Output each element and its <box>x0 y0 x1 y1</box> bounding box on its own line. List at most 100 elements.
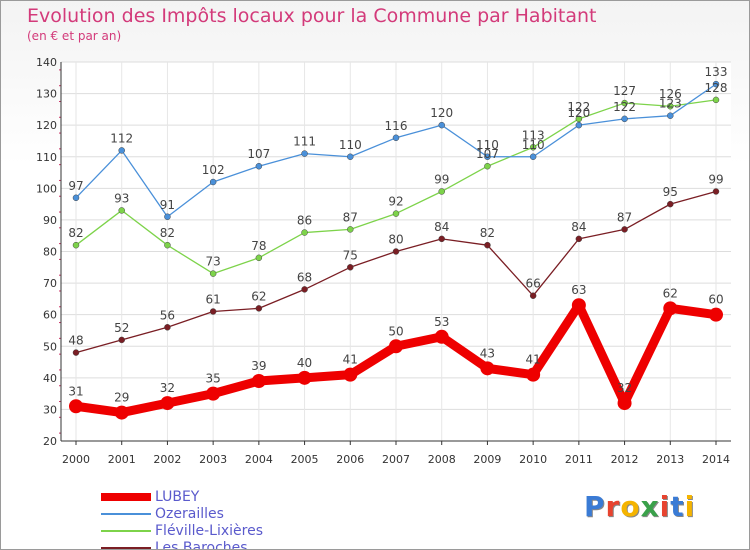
data-label: 75 <box>343 248 358 262</box>
data-point <box>164 324 171 331</box>
y-tick-label: 30 <box>43 403 57 416</box>
data-label: 56 <box>160 308 175 322</box>
data-point <box>301 229 308 236</box>
data-point <box>118 147 125 154</box>
data-point <box>347 226 354 233</box>
data-point <box>529 153 537 160</box>
legend-item: Fléville-Lixières <box>101 522 263 539</box>
data-label: 127 <box>613 84 636 98</box>
x-tick-label: 2007 <box>382 453 410 466</box>
data-label: 82 <box>160 226 175 240</box>
data-label: 126 <box>659 87 682 101</box>
data-label: 48 <box>68 334 83 348</box>
data-point <box>209 270 217 277</box>
data-label: 87 <box>343 210 358 224</box>
legend-swatch <box>101 492 151 501</box>
y-tick-label: 70 <box>43 277 57 290</box>
data-label: 50 <box>388 324 403 338</box>
legend-label: LUBEY <box>155 488 200 505</box>
y-tick-label: 20 <box>43 435 57 448</box>
x-tick-label: 2003 <box>199 453 227 466</box>
data-label: 112 <box>110 131 133 145</box>
data-label: 123 <box>659 97 682 111</box>
series-lines <box>69 80 723 420</box>
y-tick-label: 50 <box>43 340 57 353</box>
data-point <box>164 241 171 249</box>
data-label: 82 <box>68 226 83 240</box>
data-label: 122 <box>567 100 590 114</box>
data-label: 111 <box>293 135 316 149</box>
data-point <box>434 329 449 344</box>
data-point <box>72 241 80 249</box>
x-tick-label: 2000 <box>62 453 90 466</box>
data-label: 110 <box>522 138 545 152</box>
data-label: 110 <box>339 138 362 152</box>
data-label: 122 <box>613 100 636 114</box>
y-tick-label: 90 <box>43 214 57 227</box>
data-point <box>251 373 266 388</box>
data-label: 95 <box>663 185 678 199</box>
data-point <box>663 301 678 316</box>
data-label: 40 <box>297 356 312 370</box>
data-point <box>209 308 217 315</box>
data-point <box>667 112 674 119</box>
data-label: 91 <box>160 198 175 212</box>
data-point <box>621 226 628 233</box>
y-tick-label: 110 <box>36 151 57 164</box>
data-point <box>347 264 354 271</box>
data-label: 41 <box>526 353 541 367</box>
data-label: 107 <box>247 147 270 161</box>
data-point <box>484 153 491 160</box>
legend: LUBEY Ozerailles Fléville-Lixières Les Baro… <box>101 488 263 549</box>
data-point <box>438 235 445 243</box>
data-point <box>114 405 129 420</box>
data-label: 52 <box>114 321 129 335</box>
data-point <box>255 162 263 170</box>
data-label: 110 <box>476 138 499 152</box>
data-point <box>392 248 400 255</box>
data-point <box>709 307 723 322</box>
data-labels: 48 52 56 61 62 68 75 80 84 82 66 84 87 95 99 82 93 82 73 78… <box>68 65 727 404</box>
legend-item: Les Baroches <box>101 539 263 549</box>
proxiti-logo: Proxiti <box>584 490 695 523</box>
data-point <box>392 134 400 142</box>
y-tick-label: 140 <box>36 56 57 69</box>
x-tick-label: 2004 <box>245 453 273 466</box>
logo-letter: o <box>620 490 641 523</box>
legend-label: Ozerailles <box>155 505 224 522</box>
grid <box>61 61 731 442</box>
data-label: 113 <box>522 128 545 142</box>
x-tick-label: 2012 <box>611 453 639 466</box>
data-label: 84 <box>434 220 449 234</box>
data-point <box>118 207 125 214</box>
data-label: 68 <box>297 270 312 284</box>
data-point <box>529 292 537 299</box>
legend-item: Ozerailles <box>101 505 263 522</box>
logo-letter: i <box>684 490 696 523</box>
data-point <box>72 194 80 202</box>
logo-letter: r <box>605 490 621 523</box>
data-point <box>617 396 632 411</box>
y-tick-label: 120 <box>36 119 57 132</box>
legend-swatch <box>101 512 151 515</box>
data-point <box>571 298 586 313</box>
data-point <box>712 188 720 195</box>
data-point <box>255 305 263 312</box>
data-point <box>575 121 583 129</box>
data-label: 39 <box>251 359 266 373</box>
data-point <box>621 115 628 123</box>
data-label: 62 <box>663 286 678 300</box>
data-label: 35 <box>206 372 221 386</box>
data-label: 78 <box>251 239 266 253</box>
axes: 20 30 40 50 60 70 80 90 100 110 120 130 140 2000 2001 2… <box>36 56 731 466</box>
logo-letter: P <box>584 490 606 523</box>
data-label: 63 <box>571 283 586 297</box>
data-label: 93 <box>114 191 129 205</box>
data-point <box>118 336 125 344</box>
data-point <box>484 162 491 170</box>
data-label: 32 <box>617 381 632 395</box>
data-point <box>575 235 583 243</box>
data-point <box>347 153 354 160</box>
